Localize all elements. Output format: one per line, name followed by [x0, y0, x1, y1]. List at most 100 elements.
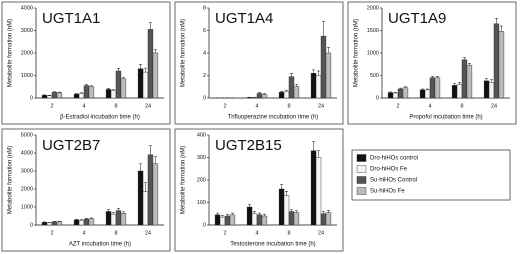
- x-tick-label: 8: [287, 103, 290, 109]
- x-tick-label: 2: [50, 103, 53, 109]
- x-tick-label: 24: [318, 230, 324, 236]
- legend-label: Dro-hiHOs control: [370, 156, 418, 162]
- bar: [219, 216, 226, 226]
- bar: [152, 52, 159, 99]
- error-bar: [430, 76, 434, 78]
- panel-title: UGT2B7: [42, 137, 100, 154]
- x-axis-label: Testosterone incubation time (h): [230, 242, 315, 248]
- error-bar: [280, 91, 284, 93]
- bar: [293, 86, 300, 99]
- bar: [325, 52, 332, 99]
- y-axis-label: Metabolite formation (nM): [181, 146, 187, 214]
- error-bar: [248, 204, 252, 207]
- y-tick-label: 4000: [21, 5, 33, 11]
- y-tick-label: 500: [370, 73, 379, 79]
- bar: [488, 82, 495, 99]
- error-bar: [75, 218, 79, 220]
- bar: [110, 90, 117, 99]
- legend-swatch: [356, 176, 367, 184]
- error-bar: [426, 88, 430, 90]
- error-bar: [80, 92, 84, 94]
- error-bar: [317, 150, 321, 158]
- bar: [320, 213, 327, 226]
- error-bar: [112, 89, 116, 91]
- bar: [461, 59, 468, 99]
- y-tick-label: 3000: [21, 28, 33, 34]
- panel-frame: [174, 128, 344, 252]
- y-tick-label: 200: [197, 177, 206, 183]
- bar: [434, 77, 441, 99]
- panel-title: UGT1A4: [215, 10, 273, 27]
- bar: [105, 89, 112, 99]
- bar: [256, 93, 263, 99]
- error-bar: [285, 89, 289, 92]
- error-bar: [225, 213, 229, 216]
- error-bar: [116, 208, 120, 211]
- error-bar: [462, 57, 466, 60]
- bar: [315, 75, 322, 99]
- y-axis-label: Metabolite formation (nM): [8, 146, 14, 214]
- error-bar: [289, 73, 293, 77]
- error-bar: [321, 211, 325, 214]
- error-bar: [121, 77, 125, 79]
- bar: [283, 91, 290, 99]
- bar: [110, 213, 117, 226]
- bar: [451, 85, 458, 99]
- error-bar: [216, 212, 220, 215]
- bar: [246, 97, 253, 99]
- x-tick-label: 4: [255, 103, 258, 109]
- y-tick-label: 8: [203, 5, 206, 11]
- y-axis-label: Metabolite formation (nM): [354, 19, 360, 87]
- bar: [256, 214, 263, 226]
- error-bar: [458, 82, 462, 85]
- bar: [41, 222, 48, 226]
- x-tick-label: 24: [318, 103, 324, 109]
- bar: [51, 221, 58, 226]
- x-axis-label: β-Estradiol incubation time (h): [60, 115, 140, 121]
- error-bar: [148, 145, 152, 155]
- bar: [283, 195, 290, 226]
- bar: [315, 157, 322, 226]
- y-tick-label: 0: [30, 95, 33, 101]
- y-tick-label: 1500: [367, 28, 379, 34]
- x-axis-label: Propofol incubation time (h): [409, 115, 482, 121]
- x-tick-label: 4: [82, 103, 85, 109]
- y-axis-label: Metabolite formation (nM): [8, 19, 14, 87]
- error-bar: [467, 63, 471, 66]
- legend-label: Su-hiHOs Fe: [370, 189, 405, 195]
- x-tick-label: 2: [396, 103, 399, 109]
- bar: [251, 213, 258, 226]
- bar: [41, 95, 48, 99]
- bar: [46, 95, 53, 99]
- error-bar: [116, 68, 120, 71]
- y-tick-label: 2000: [21, 50, 33, 56]
- bar: [142, 71, 149, 99]
- x-tick-label: 8: [114, 230, 117, 236]
- y-tick-label: 0: [203, 95, 206, 101]
- error-bar: [294, 84, 298, 87]
- y-tick-label: 2000: [367, 5, 379, 11]
- error-bar: [121, 211, 125, 214]
- error-bar: [84, 218, 88, 220]
- bar: [288, 76, 295, 99]
- y-tick-label: 400: [197, 132, 206, 138]
- bar: [46, 222, 53, 226]
- legend-swatch: [356, 165, 367, 173]
- bar: [310, 150, 317, 226]
- bar: [261, 215, 268, 226]
- error-bar: [289, 209, 293, 212]
- bar: [456, 84, 463, 99]
- error-bar: [262, 93, 266, 95]
- y-tick-label: 0: [376, 95, 379, 101]
- legend-label: Su-hiHOs Control: [370, 178, 417, 184]
- x-axis-label: Trifluoperazine incubation time (h): [228, 115, 319, 121]
- error-bar: [317, 70, 321, 76]
- bar: [88, 218, 95, 226]
- bar: [466, 64, 473, 99]
- panel-title: UGT2B15: [215, 137, 282, 154]
- y-tick-label: 5000: [21, 132, 33, 138]
- bar: [278, 188, 285, 226]
- bar: [419, 89, 426, 99]
